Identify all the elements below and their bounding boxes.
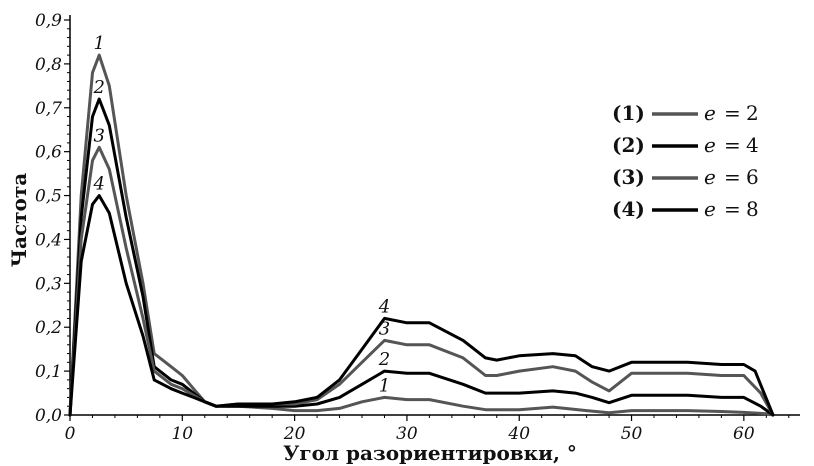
y-tick-label: 0,5 (35, 187, 62, 207)
x-tick-label: 50 (621, 424, 643, 444)
y-tick-label: 0,2 (35, 318, 62, 338)
x-tick-label: 30 (396, 424, 418, 444)
y-tick-label: 0,9 (35, 11, 62, 31)
x-tick-label: 20 (283, 424, 306, 444)
legend-label-1: (1) (612, 101, 645, 125)
legend-label-2: (2) (612, 133, 645, 157)
legend-label-4: (4) (612, 197, 645, 221)
curve-label-mid-4: 4 (378, 296, 390, 317)
y-tick-label: 0,6 (35, 143, 62, 163)
y-tick-label: 0,4 (35, 230, 62, 250)
y-tick-label: 0,1 (35, 362, 62, 382)
curve-label-peak-4: 4 (92, 174, 104, 195)
legend-label-3: (3) (612, 165, 645, 189)
x-axis-title: Угол разориентировки, ° (283, 441, 577, 465)
legend: (1) e = 2(2) e = 4(3) e = 6(4) e = 8 (612, 101, 759, 221)
legend-var-3: e (704, 165, 716, 189)
legend-var-1: e (704, 101, 716, 125)
x-tick-label: 0 (65, 424, 76, 444)
curve-label-mid-1: 1 (379, 375, 390, 396)
series-line-4 (68, 194, 775, 417)
y-tick-label: 0,3 (35, 274, 62, 294)
curve-label-mid-3: 3 (379, 318, 390, 339)
series-line-2 (68, 97, 775, 417)
legend-var-2: e (704, 133, 716, 157)
legend-eq-4: = (724, 197, 741, 221)
legend-value-3: 6 (746, 165, 759, 189)
x-tick-label: 40 (507, 424, 530, 444)
legend-value-1: 2 (746, 101, 759, 125)
axes: 0 10 20 30 40 50 60 0,0 0,1 0,2 0,3 0,4 0,5 0,6 0,7 0,8… (35, 11, 800, 444)
y-axis-title: Частота (7, 173, 31, 268)
y-tick-label: 0,7 (35, 99, 62, 119)
legend-eq-3: = (724, 165, 741, 189)
legend-value-4: 8 (746, 197, 759, 221)
curve-label-peak-1: 1 (93, 33, 104, 54)
series-line-3 (68, 145, 775, 417)
y-tick-label: 0,0 (35, 406, 62, 426)
curve-label-peak-2: 2 (92, 77, 104, 98)
y-tick-label: 0,8 (35, 55, 62, 75)
x-tick-label: 10 (171, 424, 193, 444)
legend-var-4: e (704, 197, 716, 221)
curve-label-peak-3: 3 (93, 125, 104, 146)
legend-eq-2: = (724, 133, 741, 157)
curve-label-mid-2: 2 (378, 349, 390, 370)
x-tick-label: 60 (733, 424, 755, 444)
series-layer (68, 53, 775, 417)
legend-eq-1: = (724, 101, 741, 125)
series-line-1 (68, 53, 775, 417)
legend-value-2: 4 (746, 133, 759, 157)
